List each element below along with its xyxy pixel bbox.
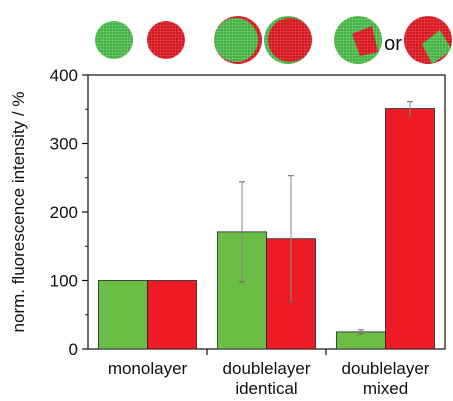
y-tick-label: 100	[50, 272, 78, 291]
icon-label: or	[384, 33, 402, 55]
x-tick-label: doublelayer mixed	[331, 359, 441, 399]
x-tick-label: monolayer	[93, 359, 203, 379]
x-tick-label: doublelayer identical	[212, 359, 322, 399]
bar	[386, 109, 435, 349]
y-tick-label: 400	[50, 66, 78, 85]
bar	[337, 332, 386, 349]
page: or norm. fluorescence intensity / % 0 100…	[0, 0, 453, 401]
bar	[99, 281, 148, 350]
y-tick-label: 300	[50, 135, 78, 154]
y-tick-label: 0	[69, 340, 78, 359]
bar	[148, 281, 197, 350]
chart: or norm. fluorescence intensity / % 0 100…	[0, 0, 453, 401]
y-axis-label: norm. fluorescence intensity / %	[9, 92, 28, 333]
y-tick-label: 200	[50, 203, 78, 222]
